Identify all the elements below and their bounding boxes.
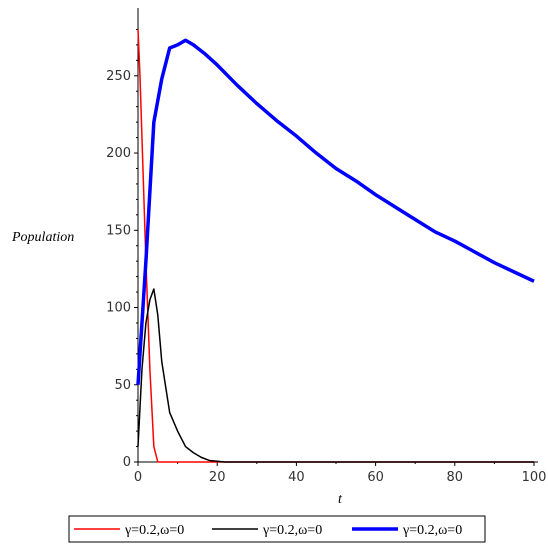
series-line-2 <box>137 288 534 463</box>
legend-label-1: γ=0.2,ω=0 <box>124 523 184 538</box>
y-axis-title: Population <box>11 230 74 245</box>
legend-label-3: γ=0.2,ω=0 <box>402 523 462 538</box>
x-tick-label: 20 <box>209 470 226 485</box>
y-tick-label: 250 <box>106 69 131 84</box>
series-lines <box>136 29 535 463</box>
x-tick-label: 40 <box>288 470 305 485</box>
y-tick-label: 50 <box>114 378 131 393</box>
series-line-3 <box>136 38 535 385</box>
ticks: 0 20 40 60 80 100 0 50 100 150 200 250 <box>106 28 547 485</box>
y-tick-label: 0 <box>123 455 131 470</box>
series-line-1 <box>137 29 534 463</box>
axes <box>137 8 538 463</box>
legend-label-2: γ=0.2,ω=0 <box>262 523 322 538</box>
x-tick-label: 60 <box>367 470 384 485</box>
y-tick-label: 100 <box>106 301 131 316</box>
x-tick-label: 80 <box>447 470 464 485</box>
x-axis-title: t <box>338 492 343 507</box>
x-tick-label: 0 <box>134 470 142 485</box>
y-tick-label: 150 <box>106 223 131 238</box>
y-tick-label: 200 <box>106 146 131 161</box>
x-tick-label: 100 <box>522 470 547 485</box>
legend-box <box>68 515 486 543</box>
legend: γ=0.2,ω=0 γ=0.2,ω=0 γ=0.2,ω=0 <box>68 515 486 543</box>
